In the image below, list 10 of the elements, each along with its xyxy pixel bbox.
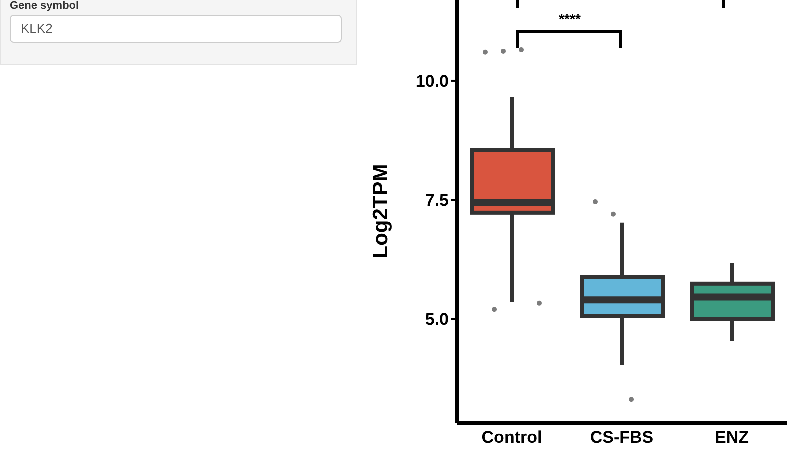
y-tick-label: 5.0	[425, 310, 449, 330]
x-tick-label: Control	[482, 428, 542, 448]
y-tick-label: 10.0	[416, 72, 449, 92]
y-tick-label: 7.5	[425, 191, 449, 210]
text-field: KLK2	[10, 15, 342, 43]
input-panel: Gene symbol KLK2	[0, 0, 357, 65]
annotation: ****	[559, 11, 582, 27]
y-axis-title: Log2TPM	[369, 164, 392, 259]
x-tick-label: ENZ	[715, 428, 749, 448]
x-tick-label: CS-FBS	[590, 428, 654, 448]
